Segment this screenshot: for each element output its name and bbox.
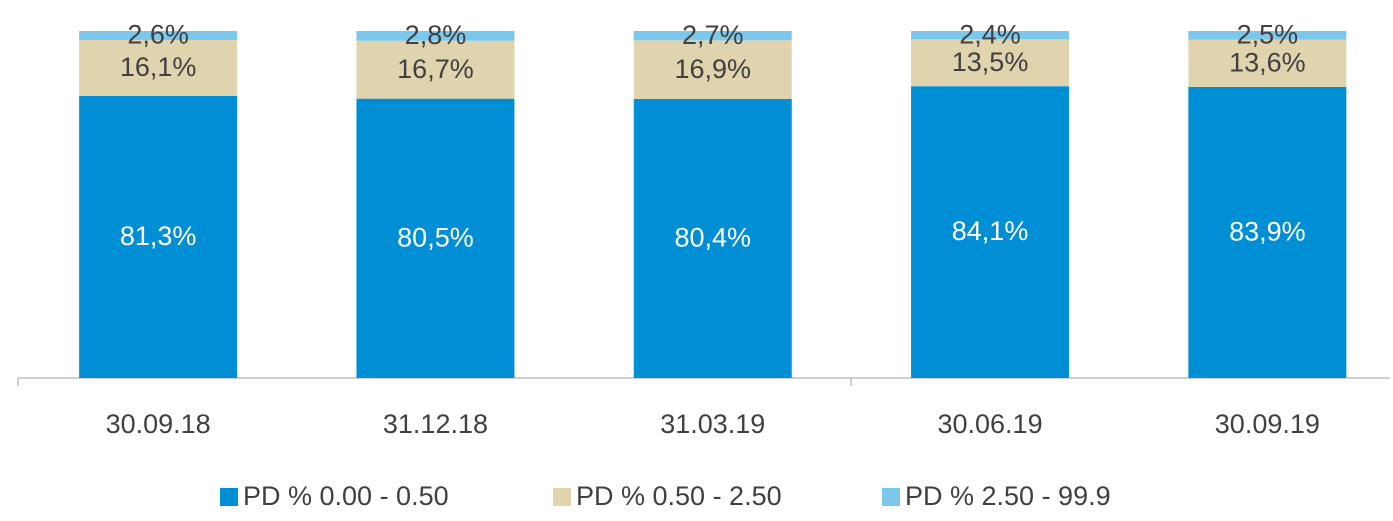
bar-segment	[633, 31, 792, 41]
legend-label: PD % 0.00 - 0.50	[243, 481, 449, 511]
data-label: 2,4%	[959, 19, 1021, 49]
bar-segment	[911, 86, 1070, 378]
bar-segment	[1188, 31, 1347, 40]
bar-segment	[79, 95, 238, 378]
legend-swatch	[553, 488, 571, 506]
data-label: 2,6%	[127, 20, 189, 50]
bar-segment	[1188, 86, 1347, 378]
data-label: 83,9%	[1229, 217, 1306, 247]
bar-segment	[356, 40, 515, 99]
legend-label: PD % 2.50 - 99.9	[905, 481, 1111, 511]
data-label: 13,6%	[1229, 47, 1306, 77]
x-tick-label: 31.03.19	[660, 409, 765, 439]
bar-segment	[79, 31, 238, 41]
x-tick-label: 30.09.19	[1215, 409, 1320, 439]
bar-segment	[79, 40, 238, 96]
data-label: 80,4%	[674, 223, 751, 253]
bar-segment	[911, 39, 1070, 87]
bar-segment	[1188, 39, 1347, 87]
bar-segment	[633, 40, 792, 100]
bar-segment	[356, 98, 515, 378]
legend-swatch	[882, 488, 900, 506]
data-label: 16,1%	[120, 52, 197, 82]
data-label: 2,7%	[682, 20, 744, 50]
data-label: 84,1%	[952, 216, 1029, 246]
bar-segment	[356, 31, 515, 41]
legend-label: PD % 0.50 - 2.50	[576, 481, 782, 511]
data-label: 81,3%	[120, 221, 197, 251]
data-label: 80,5%	[397, 222, 474, 252]
data-label: 16,7%	[397, 54, 474, 84]
legend-swatch	[220, 488, 238, 506]
x-tick-label: 31.12.18	[383, 409, 488, 439]
bar-segment	[633, 99, 792, 379]
data-label: 2,8%	[405, 20, 467, 50]
bar-segment	[911, 31, 1070, 40]
data-label: 13,5%	[952, 47, 1029, 77]
x-tick-label: 30.06.19	[937, 409, 1042, 439]
x-tick-label: 30.09.18	[106, 409, 211, 439]
data-label: 2,5%	[1237, 19, 1299, 49]
data-label: 16,9%	[674, 54, 751, 84]
